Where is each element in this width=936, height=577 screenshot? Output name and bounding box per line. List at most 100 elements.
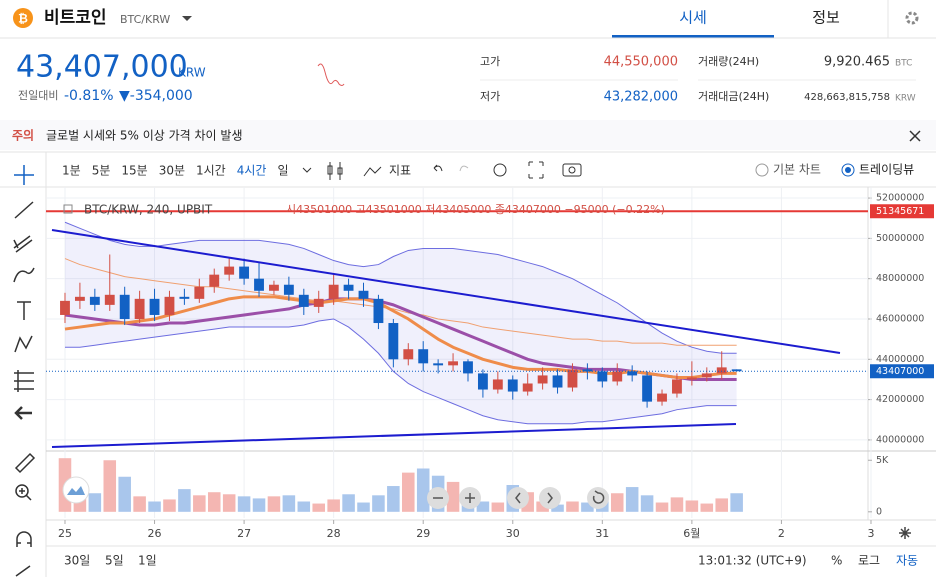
axis-settings[interactable]	[899, 527, 911, 539]
settings-button[interactable]	[493, 163, 507, 177]
last-price-tag	[870, 364, 934, 379]
candle-body	[134, 298, 145, 319]
line-tool[interactable]	[14, 201, 34, 219]
radio-tradingview[interactable]	[841, 163, 855, 177]
indicator[interactable]: 지표	[389, 164, 411, 178]
change-label: 전일대비	[18, 88, 58, 102]
chart-nav-buttons	[62, 476, 609, 509]
back-tool[interactable]	[14, 406, 32, 420]
option-percent[interactable]: %	[831, 554, 842, 568]
candle-body	[194, 286, 205, 299]
interval-button[interactable]: 1시간	[196, 164, 226, 178]
brush-tool[interactable]	[13, 267, 35, 283]
pattern-tool[interactable]	[14, 335, 33, 353]
change-rate: -0.81%	[64, 88, 114, 104]
candle-body	[433, 363, 444, 366]
candle-body	[627, 371, 638, 376]
trade-value-label: 거래대금(24H)	[698, 90, 769, 103]
volume-unit: BTC	[895, 59, 912, 69]
candle-body	[149, 298, 160, 315]
volume-bar	[237, 496, 251, 512]
candle-body	[254, 278, 264, 291]
indicator-icon[interactable]	[363, 166, 382, 177]
candle-type-icon[interactable]	[327, 162, 343, 180]
ruler-tool[interactable]	[14, 452, 36, 474]
magnet-tool[interactable]	[16, 531, 32, 547]
option-auto[interactable]: 자동	[896, 554, 918, 568]
candle-body	[313, 298, 324, 307]
pair[interactable]: BTC/KRW	[120, 13, 170, 26]
pitchfork-tool[interactable]	[13, 235, 33, 253]
logo-button[interactable]	[62, 476, 90, 504]
legend-toggle[interactable]	[63, 204, 73, 214]
mode-tradingview[interactable]: 트레이딩뷰	[859, 163, 914, 177]
snapshot-lens	[568, 166, 576, 174]
volume-bar	[476, 501, 490, 512]
reset[interactable]	[587, 487, 609, 509]
interval-button[interactable]: 5분	[92, 164, 111, 178]
x-tick-label: 29	[416, 527, 430, 540]
drawing-tools	[13, 165, 36, 577]
y-tick-label: 50000000	[876, 233, 924, 244]
redo-icon[interactable]	[459, 165, 469, 172]
interval-button[interactable]: 30분	[159, 164, 185, 178]
notice-text: 글로벌 시세와 5% 이상 가격 차이 발생	[46, 129, 243, 143]
volume-bar	[207, 492, 221, 512]
text-tool[interactable]	[17, 301, 31, 320]
candle-body	[388, 323, 399, 360]
interval-dropdown[interactable]	[302, 167, 312, 173]
candle-body	[537, 375, 548, 384]
x-tick-label: 28	[327, 527, 341, 540]
candle-body	[74, 296, 85, 301]
y-tick-label: 52000000	[876, 193, 924, 204]
candle-body	[209, 274, 220, 287]
chart: 40000000 42000000 44000000 46000000 48000000…	[46, 187, 934, 540]
x-tick-label: 31	[595, 527, 609, 540]
volume-value: 9,920.465	[824, 55, 890, 70]
range-1d[interactable]: 1일	[138, 554, 157, 568]
interval-button[interactable]: 일	[277, 164, 288, 178]
more-tool[interactable]	[15, 565, 31, 577]
settings-icon[interactable]	[905, 11, 919, 25]
crosshair-tool[interactable]	[14, 165, 34, 185]
option-log[interactable]: 로그	[858, 554, 880, 568]
volume-bar	[103, 460, 117, 512]
zoom-tool[interactable]	[15, 484, 29, 498]
range-5d[interactable]: 5일	[105, 554, 124, 568]
candle-body	[612, 371, 623, 382]
tab-quote[interactable]: 시세	[679, 9, 707, 27]
volume-bar	[446, 481, 460, 512]
candle-body	[60, 300, 70, 315]
dropdown-arrow[interactable]	[182, 16, 192, 21]
scroll-right[interactable]	[539, 487, 561, 509]
tab-info[interactable]: 정보	[812, 9, 840, 27]
candle-body	[179, 296, 190, 299]
interval-button[interactable]: 15분	[121, 164, 147, 178]
radio-basic[interactable]	[755, 163, 769, 177]
prediction-tool[interactable]	[14, 370, 34, 392]
candle-body	[283, 284, 294, 295]
candle-body	[477, 373, 488, 390]
trend-line[interactable]	[51, 423, 737, 448]
candle-body	[672, 379, 682, 394]
candle-body	[119, 294, 130, 319]
candle-body	[597, 371, 608, 382]
volume-bar	[491, 502, 505, 512]
range-30d[interactable]: 30일	[64, 554, 90, 568]
interval-button[interactable]: 1분	[62, 164, 81, 178]
volume-bar	[357, 502, 370, 512]
interval-button[interactable]: 4시간	[237, 164, 267, 178]
candle-body	[731, 369, 742, 372]
trend-line[interactable]	[51, 229, 841, 354]
close-icon[interactable]	[909, 130, 921, 142]
volume-bar	[566, 501, 579, 512]
interval-group: 1분 5분 15분 30분 1시간 4시간 일	[62, 164, 288, 178]
volume-bar	[715, 498, 728, 512]
candle-body	[657, 393, 667, 402]
snapshot-icon[interactable]	[562, 163, 582, 177]
mode-basic[interactable]: 기본 차트	[773, 163, 821, 177]
scroll-left[interactable]	[507, 487, 529, 509]
fullscreen-icon[interactable]	[528, 161, 544, 179]
undo-icon[interactable]	[433, 164, 443, 172]
coin-name: 비트코인	[44, 8, 107, 28]
